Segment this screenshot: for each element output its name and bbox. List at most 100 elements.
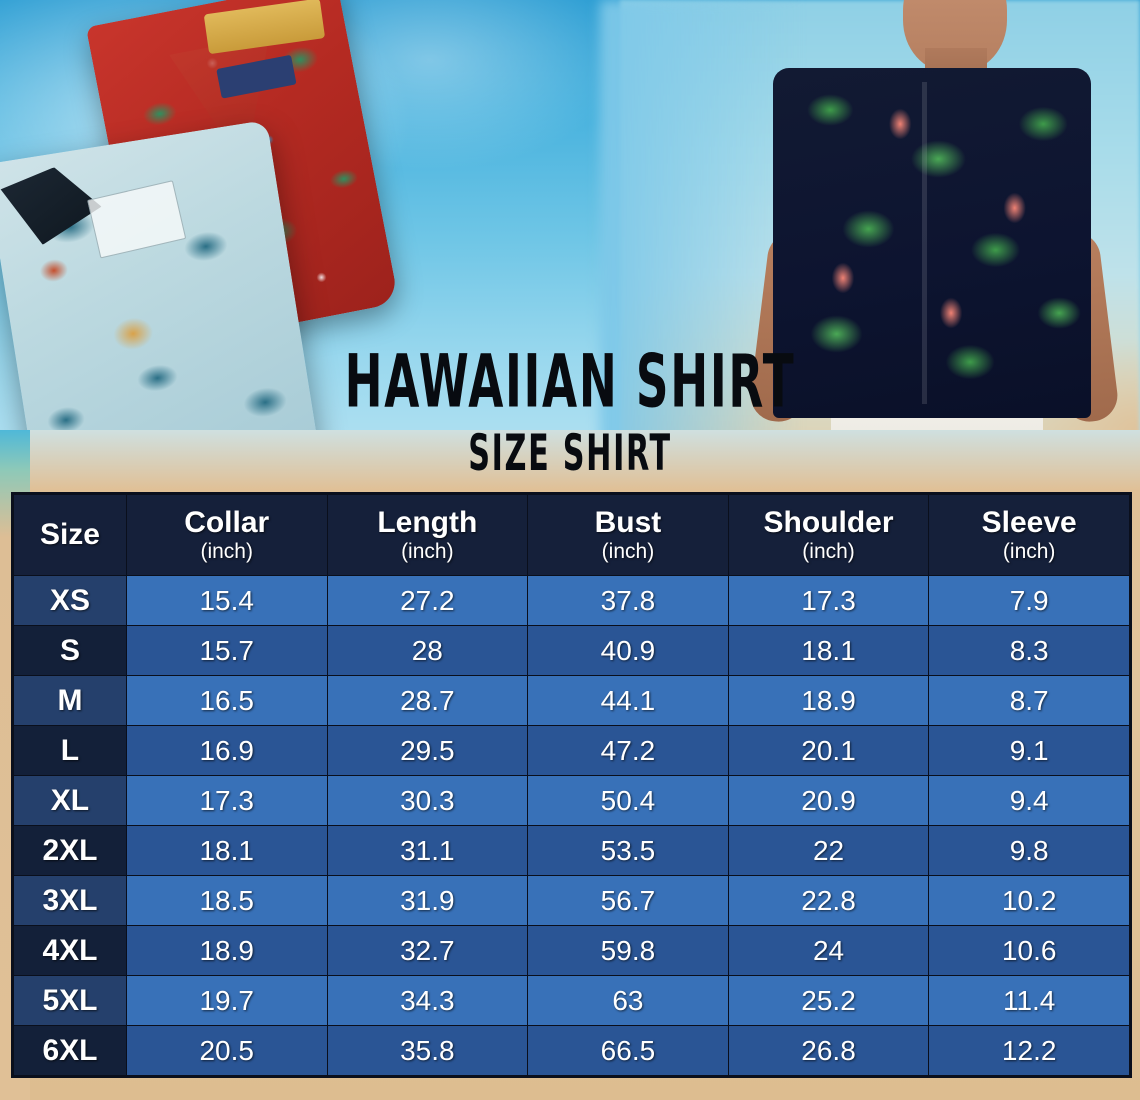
cell-length: 27.2 (326, 575, 529, 626)
table-row: 5XL 19.7 34.3 63 25.2 11.4 (13, 975, 1130, 1026)
table-row: S 15.7 28 40.9 18.1 8.3 (13, 625, 1130, 676)
header-row: Size Collar (inch) Length (inch) Bust (inch) Sh… (13, 494, 1130, 576)
column-header-size: Size (13, 494, 127, 576)
cell-bust: 56.7 (527, 875, 729, 926)
cell-shoulder: 22.8 (727, 875, 930, 926)
cell-bust: 44.1 (527, 675, 729, 726)
red-shirt-inner-collar (204, 0, 326, 54)
table-row: XL 17.3 30.3 50.4 20.9 9.4 (13, 775, 1130, 826)
cell-collar: 19.7 (125, 975, 328, 1026)
column-header-unit: (inch) (802, 539, 855, 563)
cell-collar: 18.5 (125, 875, 328, 926)
cell-length: 30.3 (326, 775, 529, 826)
size-label-cell: XS (13, 575, 127, 626)
size-chart-table-container: Size Collar (inch) Length (inch) Bust (inch) Sh… (11, 492, 1132, 1078)
column-header-length: Length (inch) (326, 494, 529, 576)
cell-length: 34.3 (326, 975, 529, 1026)
column-header-unit: (inch) (200, 539, 253, 563)
cell-shoulder: 17.3 (727, 575, 930, 626)
table-row: XS 15.4 27.2 37.8 17.3 7.9 (13, 575, 1130, 626)
column-header-label: Size (39, 518, 100, 551)
title-main-line: HAWAIIAN SHIRT (344, 339, 796, 425)
table-row: 2XL 18.1 31.1 53.5 22 9.8 (13, 825, 1130, 876)
cell-length: 35.8 (326, 1025, 529, 1076)
hero-banner (0, 0, 1140, 500)
cell-sleeve: 8.7 (928, 675, 1130, 726)
cell-shoulder: 22 (727, 825, 930, 876)
column-header-label: Sleeve (981, 506, 1077, 540)
cell-length: 31.9 (326, 875, 529, 926)
cell-length: 31.1 (326, 825, 529, 876)
page-title: HAWAIIAN SHIRT SIZE SHIRT (0, 345, 1140, 478)
table-row: M 16.5 28.7 44.1 18.9 8.7 (13, 675, 1130, 726)
cell-bust: 50.4 (527, 775, 729, 826)
blue-shirt-pocket (86, 179, 186, 258)
cell-shoulder: 18.9 (727, 675, 930, 726)
cell-collar: 20.5 (125, 1025, 328, 1076)
column-header-shoulder: Shoulder (inch) (727, 494, 930, 576)
cell-bust: 40.9 (527, 625, 729, 676)
column-header-label: Bust (594, 506, 662, 540)
cell-bust: 66.5 (527, 1025, 729, 1076)
cell-shoulder: 24 (727, 925, 930, 976)
cell-collar: 18.9 (125, 925, 328, 976)
size-label-cell: S (13, 625, 127, 676)
column-header-unit: (inch) (601, 539, 655, 563)
size-label-cell: M (13, 675, 127, 726)
cell-collar: 16.9 (125, 725, 328, 776)
cell-collar: 15.7 (125, 625, 328, 676)
size-chart-table: Size Collar (inch) Length (inch) Bust (inch) Sh… (13, 494, 1130, 1076)
shirt-button-placket (922, 82, 928, 404)
cell-sleeve: 10.6 (928, 925, 1130, 976)
cell-sleeve: 8.3 (928, 625, 1130, 676)
cell-sleeve: 12.2 (928, 1025, 1130, 1076)
table-row: 3XL 18.5 31.9 56.7 22.8 10.2 (13, 875, 1130, 926)
cell-bust: 53.5 (527, 825, 729, 876)
size-label-cell: 2XL (13, 825, 127, 876)
cell-sleeve: 9.4 (928, 775, 1130, 826)
cell-sleeve: 9.8 (928, 825, 1130, 876)
cell-shoulder: 20.1 (727, 725, 930, 776)
cell-shoulder: 26.8 (727, 1025, 930, 1076)
model-navy-flamingo-shirt (773, 68, 1091, 418)
size-label-cell: 4XL (13, 925, 127, 976)
cell-collar: 18.1 (125, 825, 328, 876)
title-sub-line: SIZE SHIRT (468, 425, 672, 483)
cell-bust: 59.8 (527, 925, 729, 976)
cell-sleeve: 11.4 (928, 975, 1130, 1026)
cell-bust: 63 (527, 975, 729, 1026)
cell-bust: 47.2 (527, 725, 729, 776)
cell-collar: 16.5 (125, 675, 328, 726)
size-label-cell: 3XL (13, 875, 127, 926)
cell-bust: 37.8 (527, 575, 729, 626)
cell-sleeve: 7.9 (928, 575, 1130, 626)
column-header-collar: Collar (inch) (125, 494, 328, 576)
column-header-sleeve: Sleeve (inch) (928, 494, 1130, 576)
column-header-unit: (inch) (401, 539, 454, 563)
table-body: XS 15.4 27.2 37.8 17.3 7.9 S 15.7 28 40.9 18.1 8.3 M… (13, 575, 1130, 1076)
table-header: Size Collar (inch) Length (inch) Bust (inch) Sh… (13, 494, 1130, 576)
column-header-unit: (inch) (1002, 539, 1056, 563)
cell-length: 32.7 (326, 925, 529, 976)
column-header-label: Length (377, 506, 478, 540)
size-label-cell: L (13, 725, 127, 776)
cell-shoulder: 25.2 (727, 975, 930, 1026)
column-header-label: Collar (184, 506, 270, 540)
cell-length: 28.7 (326, 675, 529, 726)
table-row: 6XL 20.5 35.8 66.5 26.8 12.2 (13, 1025, 1130, 1076)
table-row: 4XL 18.9 32.7 59.8 24 10.6 (13, 925, 1130, 976)
cell-length: 28 (326, 625, 529, 676)
column-header-label: Shoulder (763, 506, 894, 540)
column-header-bust: Bust (inch) (527, 494, 729, 576)
cell-sleeve: 9.1 (928, 725, 1130, 776)
size-label-cell: XL (13, 775, 127, 826)
size-label-cell: 6XL (13, 1025, 127, 1076)
cell-collar: 17.3 (125, 775, 328, 826)
table-row: L 16.9 29.5 47.2 20.1 9.1 (13, 725, 1130, 776)
cell-collar: 15.4 (125, 575, 328, 626)
cell-sleeve: 10.2 (928, 875, 1130, 926)
size-label-cell: 5XL (13, 975, 127, 1026)
cell-shoulder: 20.9 (727, 775, 930, 826)
cell-shoulder: 18.1 (727, 625, 930, 676)
